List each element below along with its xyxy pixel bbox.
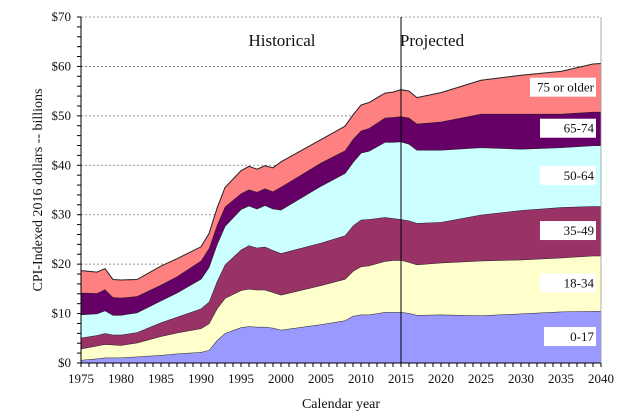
legend: 0-17 18-34 35-49 50-64 65-74 75 or older — [530, 77, 596, 347]
legend-label-box — [540, 221, 596, 241]
area-75-or-older — [81, 63, 601, 298]
x-tick-label: 2000 — [268, 371, 294, 386]
legend-item: 65-74 — [540, 118, 596, 138]
legend-label-box — [530, 77, 596, 97]
legend-label: 18-34 — [564, 275, 595, 290]
y-tick-label: $0 — [58, 355, 71, 370]
y-tick-label: $70 — [52, 9, 72, 24]
x-tick-label: 1995 — [228, 371, 254, 386]
x-tick-label: 2035 — [548, 371, 574, 386]
projected-label: Projected — [400, 31, 465, 50]
area-edge-75-or-older — [80, 63, 602, 281]
x-tick-label: 2030 — [508, 371, 534, 386]
area-35-49 — [81, 206, 601, 349]
y-tick-label: $20 — [52, 256, 72, 271]
legend-label: 35-49 — [564, 223, 594, 238]
historical-label: Historical — [248, 31, 315, 50]
area-series-group — [80, 63, 602, 363]
area-18-34 — [81, 255, 601, 360]
legend-label: 0-17 — [570, 329, 594, 344]
x-tick-label: 1975 — [68, 371, 94, 386]
y-tick-label: $60 — [52, 58, 72, 73]
area-50-64 — [81, 141, 601, 338]
legend-label-box — [540, 118, 596, 138]
x-axis-title: Calendar year — [302, 397, 380, 412]
x-tick-label: 2025 — [468, 371, 494, 386]
legend-label: 50-64 — [564, 168, 595, 183]
legend-label-box — [540, 273, 596, 293]
x-tick-label: 1985 — [148, 371, 174, 386]
x-tick-label: 1980 — [108, 371, 134, 386]
legend-label-box — [540, 165, 596, 185]
x-tick-label: 2020 — [428, 371, 454, 386]
legend-item: 35-49 — [540, 221, 596, 241]
legend-item: 0-17 — [544, 327, 596, 347]
y-tick-label: $40 — [52, 157, 72, 172]
x-tick-label: 1990 — [188, 371, 214, 386]
x-tick-label: 2015 — [388, 371, 414, 386]
legend-item: 75 or older — [530, 77, 596, 97]
legend-label-box — [544, 327, 596, 347]
axes: $0 $10 $20 $30 $40 $50 $60 $70 1975 1980 1985 1990 1… — [52, 9, 615, 386]
y-tick-label: $50 — [52, 108, 72, 123]
legend-item: 18-34 — [540, 273, 596, 293]
y-tick-label: $30 — [52, 207, 72, 222]
x-tick-label: 2010 — [348, 371, 374, 386]
y-tick-label: $10 — [52, 306, 72, 321]
x-tick-label: 2040 — [588, 371, 614, 386]
area-0-17 — [81, 311, 601, 363]
legend-label: 65-74 — [564, 121, 595, 136]
legend-label: 75 or older — [537, 80, 595, 95]
legend-item: 50-64 — [540, 165, 596, 185]
x-tick-label: 2005 — [308, 371, 334, 386]
y-axis-title: CPI-Indexed 2016 dollars -- billions — [31, 89, 46, 292]
